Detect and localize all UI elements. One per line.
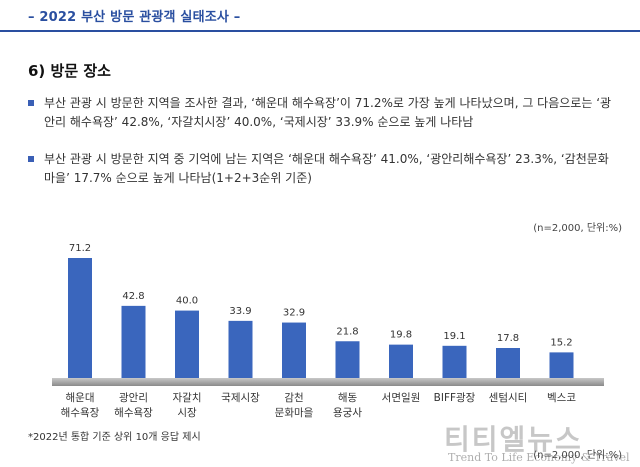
chart-category-label: 감천	[284, 392, 303, 404]
chart-bar	[282, 322, 306, 378]
chart-category-label: 벡스코	[547, 392, 576, 404]
chart-category-label: 국제시장	[221, 392, 260, 404]
chart-bar	[389, 344, 413, 378]
chart-bar	[335, 341, 360, 378]
chart-value-label: 32.9	[283, 308, 305, 319]
chart-bar	[496, 348, 520, 378]
chart-value-label: 42.8	[122, 291, 144, 302]
chart-value-label: 17.8	[497, 333, 519, 344]
chart-category-label: 용궁사	[333, 407, 362, 419]
chart-bar	[549, 352, 574, 378]
chart-bar	[121, 305, 146, 378]
chart-value-label: 19.8	[390, 330, 412, 341]
chart-bar	[68, 258, 92, 378]
chart-category-label: 문화마을	[275, 407, 314, 419]
section-title: 6) 방문 장소	[28, 62, 111, 80]
footnote: *2022년 통합 기준 상위 10개 응답 제시	[28, 432, 201, 443]
watermark-logo: 티티엘뉴스	[444, 423, 583, 456]
chart-category-label: 해수욕장	[114, 406, 153, 419]
chart-value-label: 33.9	[229, 306, 251, 317]
unit-note-bottom: (n=2,000, 단위:%)	[533, 450, 622, 461]
bullet-text: 부산 관광 시 방문한 지역을 조사한 결과, ‘해운대 해수욕장’이 71.2…	[44, 96, 612, 129]
chart-value-label: 40.0	[176, 296, 198, 307]
bullet-item: 부산 관광 시 방문한 지역 중 기억에 남는 지역은 ‘해운대 해수욕장’ 4…	[28, 150, 613, 188]
chart-bar	[228, 320, 253, 378]
chart-category-label: 센텀시티	[489, 392, 528, 404]
bullet-item: 부산 관광 시 방문한 지역을 조사한 결과, ‘해운대 해수욕장’이 71.2…	[28, 94, 613, 132]
chart-value-label: 71.2	[69, 243, 91, 254]
chart-category-label: 자갈치	[173, 391, 202, 404]
chart-value-label: 15.2	[550, 337, 572, 348]
bullet-text: 부산 관광 시 방문한 지역 중 기억에 남는 지역은 ‘해운대 해수욕장’ 4…	[44, 152, 609, 185]
chart-category-label: 해동	[338, 391, 358, 404]
header-title: – 2022 부산 방문 관광객 실태조사 –	[28, 10, 241, 25]
chart-category-label: 시장	[177, 407, 197, 419]
bullet-square-icon	[28, 100, 34, 106]
chart-category-label: 해수욕장	[61, 406, 100, 419]
unit-note: (n=2,000, 단위:%)	[533, 223, 622, 234]
chart-category-label: 광안리	[119, 392, 148, 404]
chart-value-label: 19.1	[443, 331, 465, 342]
chart-category-label: BIFF광장	[434, 392, 476, 404]
chart-baseline	[52, 378, 604, 386]
chart-value-label: 21.8	[336, 326, 358, 337]
chart-category-label: 해운대	[66, 391, 95, 404]
watermark-subtitle: Trend To Life Economy & Travel	[448, 451, 630, 464]
chart-bar	[175, 310, 199, 378]
bullet-square-icon	[28, 156, 34, 162]
page-header: – 2022 부산 방문 관광객 실태조사 –	[0, 0, 640, 32]
chart-bar	[442, 345, 467, 378]
chart-category-label: 서면일원	[382, 391, 421, 404]
